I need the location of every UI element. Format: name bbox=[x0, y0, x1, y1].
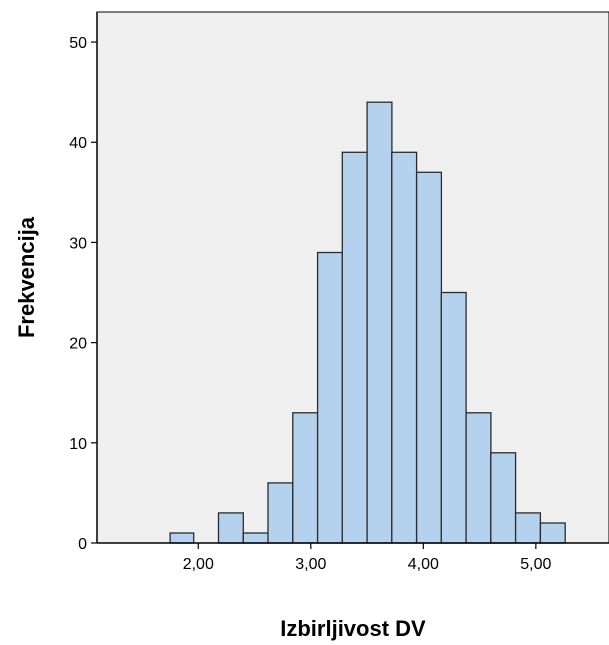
histogram-bar-1 bbox=[169, 532, 195, 544]
y-tick-label: 40 bbox=[69, 135, 87, 152]
histogram-bar-7 bbox=[316, 251, 344, 544]
histogram-bar-5 bbox=[267, 482, 294, 544]
histogram-bar-14 bbox=[490, 452, 517, 544]
histogram-bar-6 bbox=[292, 412, 319, 544]
bars-layer bbox=[169, 101, 566, 544]
histogram-bar-10 bbox=[391, 151, 418, 544]
x-tick-label: 3,00 bbox=[295, 556, 326, 573]
histogram-bar-12 bbox=[440, 291, 467, 544]
y-tick-label: 30 bbox=[69, 235, 87, 252]
ticks-layer: 0 10 20 30 40 50 2,00 3,00 4,00 5,00 bbox=[69, 35, 551, 573]
y-tick-label: 10 bbox=[69, 436, 87, 453]
y-axis-title: Frekvencija bbox=[14, 216, 39, 338]
histogram-bar-4 bbox=[242, 532, 269, 544]
x-tick-label: 4,00 bbox=[408, 556, 439, 573]
histogram-bar-13 bbox=[465, 412, 492, 544]
histogram-bar-3 bbox=[217, 512, 244, 544]
x-tick-label: 2,00 bbox=[183, 556, 214, 573]
x-tick-label: 5,00 bbox=[520, 556, 551, 573]
histogram-bar-16 bbox=[539, 522, 566, 544]
y-tick-label: 0 bbox=[78, 536, 87, 553]
histogram-bar-8 bbox=[341, 151, 368, 544]
x-axis-title: Izbirljivost DV bbox=[280, 616, 426, 641]
y-tick-label: 20 bbox=[69, 336, 87, 353]
histogram-bar-9 bbox=[366, 101, 393, 544]
y-tick-label: 50 bbox=[69, 35, 87, 52]
histogram-bar-11 bbox=[415, 171, 443, 544]
histogram-bar-15 bbox=[514, 512, 542, 544]
